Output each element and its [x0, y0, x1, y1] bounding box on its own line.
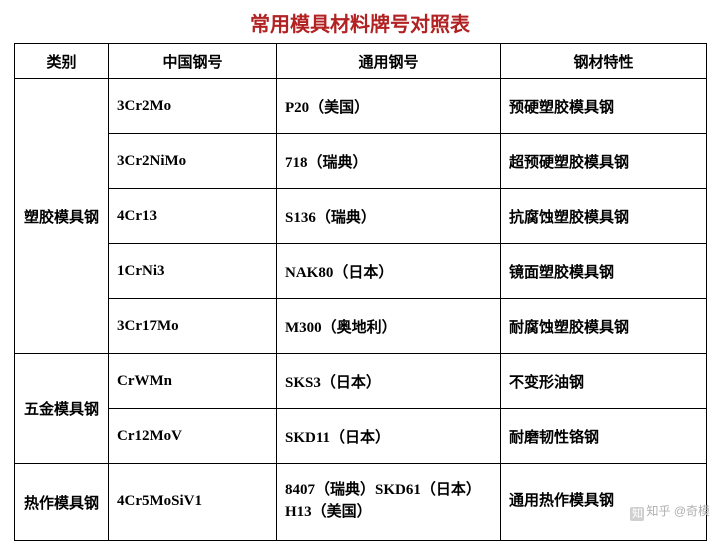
watermark-site: 知乎	[646, 504, 670, 518]
cell-category: 塑胶模具钢	[15, 79, 109, 354]
cell-feature: 预硬塑胶模具钢	[501, 79, 707, 134]
cell-general: P20（美国）	[277, 79, 501, 134]
cell-cn: 3Cr17Mo	[109, 299, 277, 354]
cell-feature: 不变形油钢	[501, 354, 707, 409]
cell-general: SKD11（日本）	[277, 409, 501, 464]
cell-cn: CrWMn	[109, 354, 277, 409]
cell-cn: 1CrNi3	[109, 244, 277, 299]
table-row: 塑胶模具钢3Cr2MoP20（美国）预硬塑胶模具钢	[15, 79, 707, 134]
table-row: 五金模具钢CrWMnSKS3（日本）不变形油钢	[15, 354, 707, 409]
cell-general: M300（奥地利）	[277, 299, 501, 354]
table-row: 1CrNi3NAK80（日本）镜面塑胶模具钢	[15, 244, 707, 299]
material-table: 类别 中国钢号 通用钢号 钢材特性 塑胶模具钢3Cr2MoP20（美国）预硬塑胶…	[14, 43, 707, 541]
table-row: 3Cr2NiMo718（瑞典）超预硬塑胶模具钢	[15, 134, 707, 189]
cell-cn: 3Cr2Mo	[109, 79, 277, 134]
cell-category: 五金模具钢	[15, 354, 109, 464]
cell-feature: 耐磨韧性铬钢	[501, 409, 707, 464]
cell-feature: 镜面塑胶模具钢	[501, 244, 707, 299]
table-row: Cr12MoVSKD11（日本）耐磨韧性铬钢	[15, 409, 707, 464]
table-header-row: 类别 中国钢号 通用钢号 钢材特性	[15, 44, 707, 79]
cell-cn: 4Cr13	[109, 189, 277, 244]
cell-feature: 耐腐蚀塑胶模具钢	[501, 299, 707, 354]
page-title: 常用模具材料牌号对照表	[14, 8, 706, 37]
col-header-general: 通用钢号	[277, 44, 501, 79]
cell-cn: Cr12MoV	[109, 409, 277, 464]
table-row: 3Cr17MoM300（奥地利）耐腐蚀塑胶模具钢	[15, 299, 707, 354]
cell-general: NAK80（日本）	[277, 244, 501, 299]
cell-general: SKS3（日本）	[277, 354, 501, 409]
table-row: 热作模具钢4Cr5MoSiV18407（瑞典）SKD61（日本）H13（美国）通…	[15, 464, 707, 541]
cell-feature: 超预硬塑胶模具钢	[501, 134, 707, 189]
zhihu-icon: 知	[630, 507, 644, 521]
cell-general: 718（瑞典）	[277, 134, 501, 189]
cell-general: S136（瑞典）	[277, 189, 501, 244]
watermark-author: @奇模	[674, 504, 710, 518]
table-row: 4Cr13S136（瑞典）抗腐蚀塑胶模具钢	[15, 189, 707, 244]
col-header-feature: 钢材特性	[501, 44, 707, 79]
col-header-cn: 中国钢号	[109, 44, 277, 79]
cell-general: 8407（瑞典）SKD61（日本）H13（美国）	[277, 464, 501, 541]
cell-category: 热作模具钢	[15, 464, 109, 541]
cell-cn: 4Cr5MoSiV1	[109, 464, 277, 541]
watermark: 知知乎 @奇模	[630, 502, 710, 521]
cell-feature: 抗腐蚀塑胶模具钢	[501, 189, 707, 244]
cell-cn: 3Cr2NiMo	[109, 134, 277, 189]
col-header-category: 类别	[15, 44, 109, 79]
